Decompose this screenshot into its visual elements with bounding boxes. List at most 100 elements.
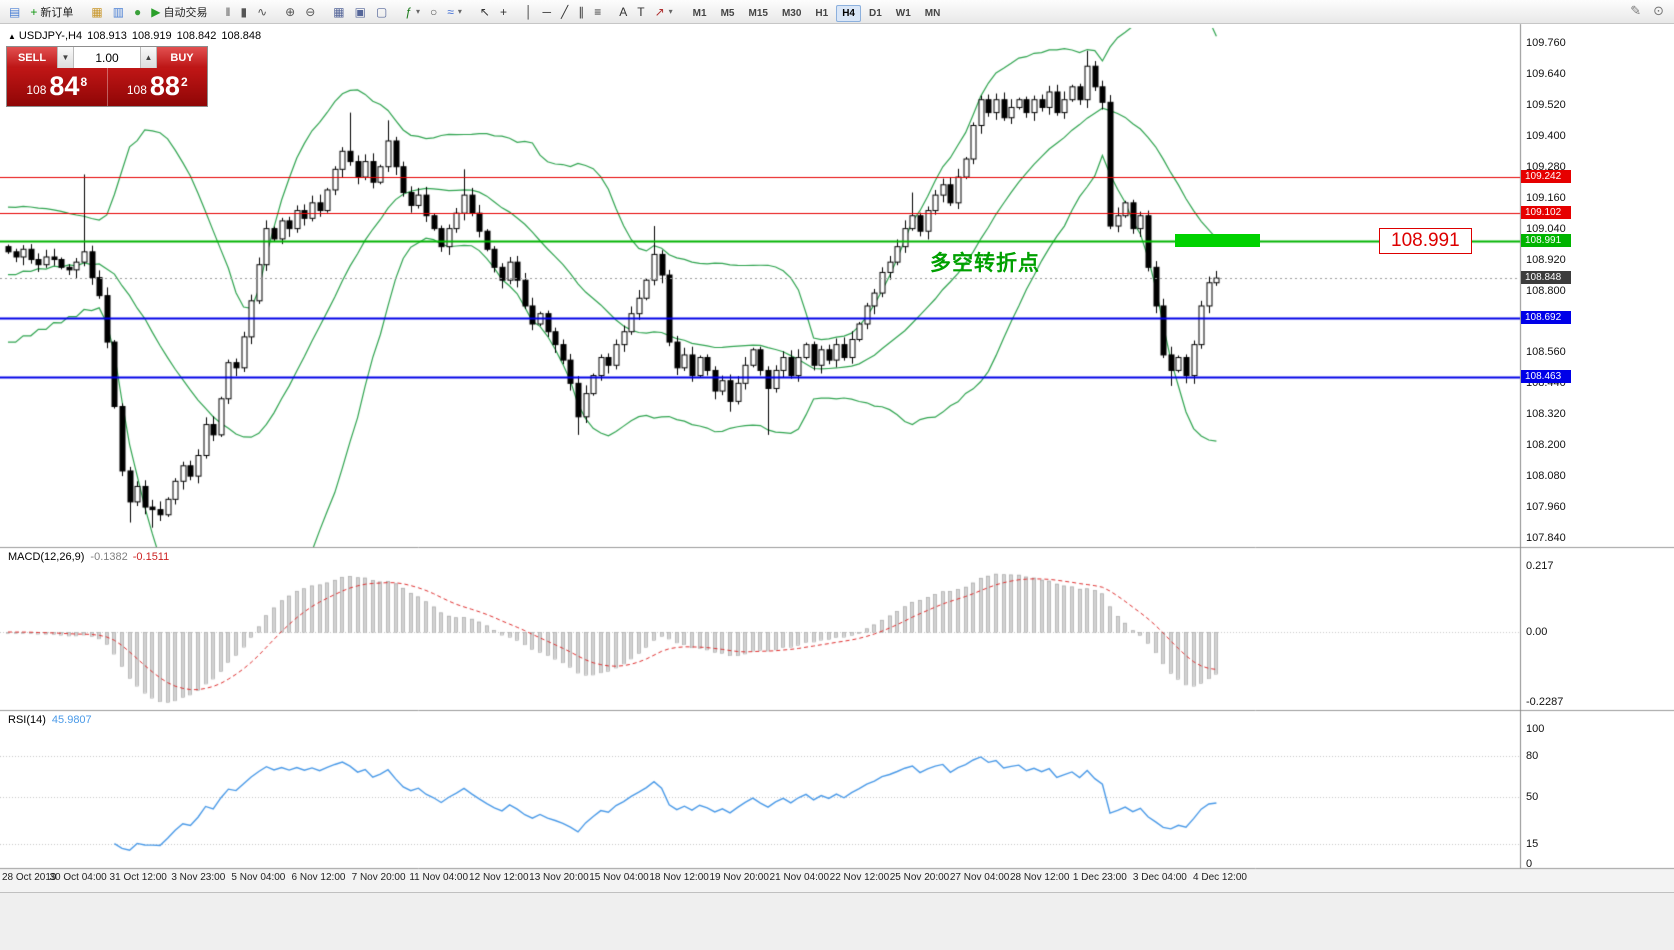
- autotrading-button[interactable]: ▶ 自动交易: [146, 1, 212, 23]
- crosshair-icon[interactable]: +: [495, 1, 512, 23]
- time-axis-label: 25 Nov 20:00: [889, 872, 950, 883]
- strategy-icon[interactable]: ●: [129, 1, 146, 23]
- macd-value-signal: -0.1511: [132, 551, 170, 563]
- zoom-in-icon[interactable]: ⊕: [280, 1, 300, 23]
- line-chart-icon: ∿: [257, 4, 268, 19]
- horizontal-line-icon[interactable]: ─: [537, 1, 556, 23]
- time-axis-label: 11 Nov 04:00: [409, 872, 469, 883]
- vertical-line-icon[interactable]: │: [520, 1, 538, 23]
- price-tick-label: 109.040: [1526, 222, 1566, 235]
- price-tick-label: 109.400: [1526, 129, 1566, 142]
- crosshair-icon: +: [499, 4, 507, 19]
- symbol-marker-icon: ▲: [8, 32, 16, 41]
- cascade-icon: ▢: [375, 4, 388, 19]
- edit-icon[interactable]: ✎: [1630, 3, 1642, 18]
- indicators-button[interactable]: ƒ ▾: [400, 1, 425, 23]
- cursor-icon[interactable]: ↖: [475, 1, 495, 23]
- buy-price-prefix: 108: [126, 82, 147, 97]
- turning-point-annotation[interactable]: 多空转折点: [930, 252, 1040, 275]
- tile-windows-icon[interactable]: ▦: [328, 1, 349, 23]
- time-axis-label: 28 Nov 12:00: [1009, 872, 1070, 883]
- price-line-label: 109.242: [1521, 169, 1571, 183]
- sell-price-prefix: 108: [26, 82, 47, 97]
- profiles-icon[interactable]: ▦: [86, 1, 107, 23]
- price-line-label: 108.991: [1521, 234, 1571, 248]
- rsi-panel-label: RSI(14) 45.9807: [8, 714, 92, 726]
- timeframe-button-m1[interactable]: M1: [692, 7, 707, 19]
- cycles-icon[interactable]: ○: [425, 1, 442, 23]
- ohlc-open: 108.913: [87, 30, 127, 42]
- profiles-icon: ▦: [91, 4, 103, 19]
- text-icon[interactable]: A: [614, 1, 632, 23]
- cascade-icon[interactable]: ▢: [371, 1, 392, 23]
- time-axis-label: 31 Oct 12:00: [109, 872, 167, 883]
- time-axis-label: 1 Dec 23:00: [1072, 872, 1127, 883]
- terminal-icon: ▤: [9, 4, 21, 19]
- price-tick-label: 108.320: [1526, 408, 1566, 421]
- search-icon[interactable]: ⊙: [1653, 3, 1664, 18]
- timeframe-button-m15[interactable]: M15: [748, 7, 768, 19]
- price-tick-label: 109.160: [1526, 191, 1566, 204]
- timeframe-button-m5[interactable]: M5: [720, 7, 735, 19]
- time-axis-label: 5 Nov 04:00: [231, 872, 286, 883]
- volume-input[interactable]: [74, 47, 140, 68]
- macd-name: MACD(12,26,9): [8, 551, 85, 563]
- sell-button[interactable]: SELL: [7, 47, 57, 68]
- timeframe-button-mn[interactable]: MN: [924, 7, 941, 19]
- time-axis-label: 28 Oct 2019: [2, 872, 57, 883]
- time-axis-label: 30 Oct 04:00: [49, 872, 107, 883]
- objects-button: ≈: [447, 4, 454, 19]
- time-axis-label: 27 Nov 04:00: [949, 872, 1010, 883]
- label-icon[interactable]: T: [632, 1, 649, 23]
- arrow-tool-icon[interactable]: ↗ ▾: [650, 1, 678, 23]
- macd-tick-label: -0.2287: [1526, 696, 1564, 708]
- price-tick-label: 108.920: [1526, 253, 1566, 266]
- bars-chart-icon[interactable]: ‖: [221, 1, 236, 23]
- buy-price-big: 88: [149, 71, 180, 101]
- trendline-icon[interactable]: ╱: [556, 1, 573, 23]
- channel-icon[interactable]: ∥: [573, 1, 589, 23]
- timeframe-button-m30[interactable]: M30: [781, 7, 802, 19]
- price-line-label: 109.102: [1521, 205, 1571, 219]
- candles-chart-icon[interactable]: ▮: [236, 1, 253, 23]
- sell-price-display[interactable]: 108 84 8: [7, 68, 107, 106]
- label-icon: T: [637, 4, 645, 19]
- candles-chart-icon: ▮: [240, 4, 248, 19]
- buy-button[interactable]: BUY: [157, 47, 207, 68]
- time-axis-label: 4 Dec 12:00: [1193, 872, 1247, 883]
- price-callout-label[interactable]: 108.991: [1379, 228, 1472, 254]
- timeframe-button-w1[interactable]: W1: [895, 7, 911, 19]
- objects-button[interactable]: ≈ ▾: [442, 1, 467, 23]
- cursor-icon: ↖: [479, 4, 490, 19]
- window-bottom-strip: [0, 892, 1674, 950]
- line-chart-icon[interactable]: ∿: [252, 1, 272, 23]
- timeframe-button-h1[interactable]: H1: [815, 7, 829, 19]
- rsi-value: 45.9807: [51, 714, 92, 726]
- fibonacci-icon[interactable]: ≡: [589, 1, 606, 23]
- volume-increase-button[interactable]: ▲: [140, 47, 157, 68]
- timeframe-button-h4[interactable]: H4: [836, 4, 861, 22]
- price-tick-label: 109.520: [1526, 98, 1566, 111]
- zoom-in-icon: ⊕: [285, 4, 296, 19]
- time-axis-label: 18 Nov 12:00: [649, 872, 709, 883]
- buy-price-display[interactable]: 108 88 2: [106, 68, 208, 106]
- charts-bar-icon: ▥: [112, 4, 125, 19]
- terminal-icon[interactable]: ▤: [4, 1, 25, 23]
- symbol-label: USDJPY-,H4: [18, 30, 83, 42]
- price-tick-label: 107.840: [1526, 532, 1566, 544]
- main-toolbar: ▤ + 新订单 ▦ ▥ ● ▶ 自动交易 ‖ ▮ ∿ ⊕ ⊖ ▦ ▣ ▢ ƒ ▾ ○ ≈ ▾ ↖ + │ ─ ╱ ∥ ≡ A T ↗ ▾ M1…: [0, 0, 1674, 24]
- price-line-label: 108.463: [1521, 370, 1571, 384]
- new-order-button[interactable]: + 新订单: [25, 1, 78, 23]
- volume-decrease-button[interactable]: ▼: [57, 47, 74, 68]
- time-axis-label: 7 Nov 20:00: [351, 872, 406, 883]
- timeframe-button-d1[interactable]: D1: [868, 7, 882, 19]
- arrange-icon: ▣: [354, 4, 366, 19]
- new-order-button-label: 新订单: [40, 6, 74, 19]
- charts-bar-icon[interactable]: ▥: [108, 1, 129, 23]
- arrange-icon[interactable]: ▣: [350, 1, 371, 23]
- buy-price-pip: 2: [180, 75, 188, 89]
- zoom-out-icon[interactable]: ⊖: [300, 1, 320, 23]
- highlight-rectangle[interactable]: [1175, 234, 1260, 247]
- rsi-tick-label: 15: [1526, 837, 1539, 850]
